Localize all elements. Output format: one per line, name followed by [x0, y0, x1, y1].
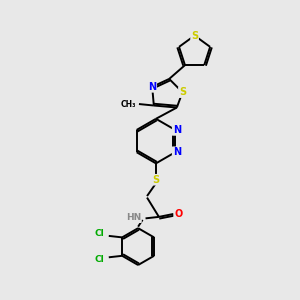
- Text: S: S: [179, 87, 186, 97]
- Text: CH₃: CH₃: [121, 100, 136, 109]
- Text: N: N: [173, 125, 181, 135]
- Text: O: O: [174, 209, 182, 219]
- Text: Cl: Cl: [94, 255, 104, 264]
- Text: N: N: [173, 147, 181, 157]
- Text: S: S: [152, 175, 160, 185]
- Text: N: N: [148, 82, 156, 92]
- Text: S: S: [191, 31, 198, 40]
- Text: HN: HN: [126, 213, 141, 222]
- Text: Cl: Cl: [94, 229, 104, 238]
